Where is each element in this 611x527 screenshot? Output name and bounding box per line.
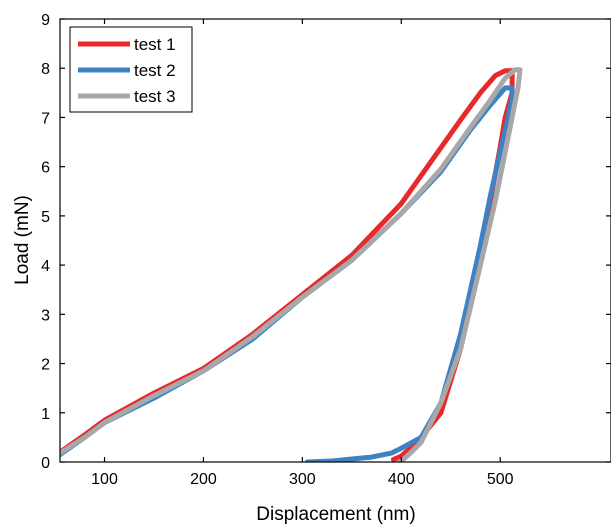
x-tick-label: 400: [388, 471, 415, 488]
legend-label-1: test 1: [134, 35, 176, 54]
y-axis-title: Load (mN): [12, 195, 33, 285]
y-tick-label: 4: [41, 258, 50, 275]
y-tick-label: 2: [41, 357, 50, 374]
y-tick-label: 1: [41, 406, 50, 423]
x-tick-label: 200: [190, 471, 217, 488]
y-tick-label: 7: [41, 110, 50, 127]
y-tick-label: 3: [41, 307, 50, 324]
x-tick-label: 500: [487, 471, 514, 488]
x-tick-label: 100: [91, 471, 118, 488]
series-layer: [60, 67, 523, 462]
y-tick-label: 9: [41, 12, 50, 29]
y-tick-label: 5: [41, 209, 50, 226]
legend-label-2: test 2: [134, 61, 176, 80]
y-tick-label: 6: [41, 160, 50, 177]
axis-ticks: 100 200 300 400 500 0 1 2 3 4 5 6 7 8 9: [41, 12, 611, 488]
plot-frame: [59, 18, 611, 463]
legend: test 1 test 2 test 3: [69, 26, 193, 113]
series-line-1: [60, 68, 515, 462]
legend-label-3: test 3: [134, 87, 176, 106]
y-tick-label: 0: [41, 455, 50, 472]
x-axis-title: Displacement (nm): [256, 504, 415, 525]
x-tick-label: 300: [289, 471, 316, 488]
series-line-3: [60, 67, 523, 462]
y-tick-label: 8: [41, 61, 50, 78]
